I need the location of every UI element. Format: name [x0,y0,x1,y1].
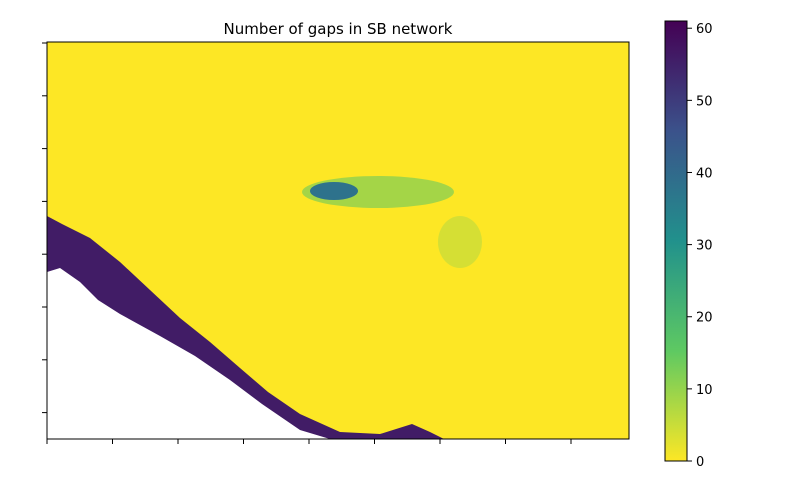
no-data-cell [78,306,82,310]
colorbar-tick-label: 40 [696,166,713,181]
colorbar-tick-label: 50 [696,94,713,109]
colorbar-tick-label: 30 [696,239,713,254]
region-no-data-area [47,268,330,439]
region-scattered-gaps [438,216,482,268]
colorbar-gradient [664,20,688,462]
colorbar-tick-label: 0 [696,455,704,470]
no-data-cell [99,410,103,414]
plot-frame [46,41,630,440]
no-data-cell [58,306,62,310]
colorbar-tick-label: 10 [696,383,713,398]
colorbar-tick-label: 60 [696,22,713,37]
colorbar-tick-label: 20 [696,311,713,326]
x-axis-ticks [46,439,572,444]
region-central-hotspot [310,182,358,200]
heatmap-plot-area [42,41,630,444]
chart-title: Number of gaps in SB network [223,20,452,38]
colorbar: 0 10 20 30 40 50 60 [664,20,713,470]
y-axis-ticks [42,42,47,414]
